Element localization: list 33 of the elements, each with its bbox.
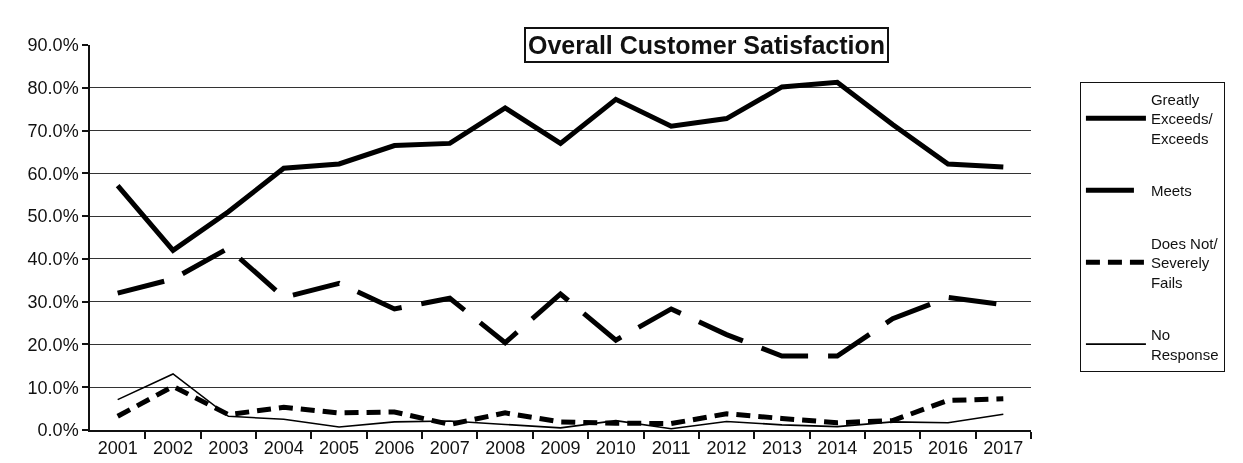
x-tick-label: 2001 <box>97 437 138 458</box>
y-tick-label: 0.0% <box>37 420 79 441</box>
legend-label: No Response <box>1150 326 1219 363</box>
x-tick-label: 2004 <box>263 437 304 458</box>
y-tick-label: 30.0% <box>27 291 79 312</box>
x-tick-label: 2017 <box>983 437 1024 458</box>
y-tick-label: 80.0% <box>27 78 79 99</box>
y-tick-label: 60.0% <box>27 163 79 184</box>
y-tick-label: 50.0% <box>27 206 79 227</box>
y-tick-label: 10.0% <box>27 377 79 398</box>
line-series <box>116 373 1005 430</box>
y-tick-label: 20.0% <box>27 334 79 355</box>
x-tick-label: 2006 <box>374 437 415 458</box>
x-tick-label: 2014 <box>817 437 858 458</box>
y-tick-label: 90.0% <box>27 35 79 56</box>
y-tick-label: 40.0% <box>27 249 79 270</box>
x-tick-label: 2013 <box>761 437 802 458</box>
x-tick-label: 2012 <box>706 437 747 458</box>
legend-label: Does Not/Severely Fails <box>1150 234 1219 291</box>
y-tick-label: 70.0% <box>27 120 79 141</box>
x-tick-label: 2005 <box>319 437 360 458</box>
legend-label: Meets <box>1150 182 1192 200</box>
x-tick-label: 2008 <box>485 437 526 458</box>
x-tick-label: 2009 <box>540 437 581 458</box>
x-tick-label: 2015 <box>872 437 913 458</box>
x-tick-label: 2003 <box>208 437 249 458</box>
x-tick-label: 2016 <box>927 437 968 458</box>
x-tick-label: 2011 <box>651 437 691 458</box>
x-tick-label: 2007 <box>429 437 470 458</box>
legend-label: Greatly Exceeds/Exceeds <box>1150 90 1214 147</box>
x-tick-label: 2002 <box>153 437 194 458</box>
chart-title: Overall Customer Satisfaction <box>528 31 886 59</box>
x-tick-label: 2010 <box>595 437 636 458</box>
